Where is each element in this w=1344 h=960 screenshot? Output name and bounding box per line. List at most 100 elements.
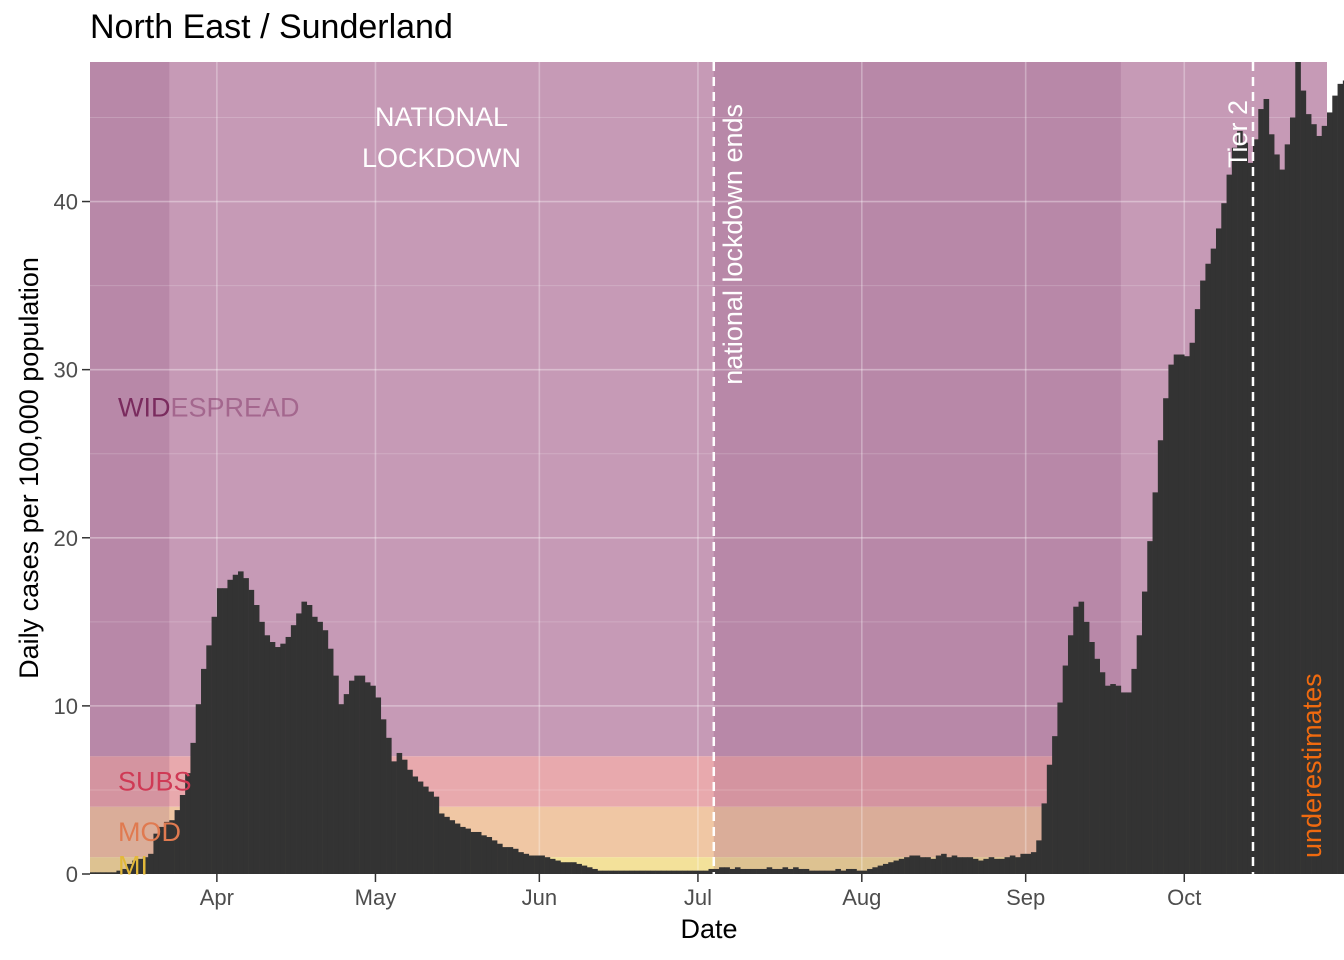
bar — [1110, 684, 1116, 874]
bar — [571, 862, 577, 874]
bar — [1126, 692, 1132, 874]
bar — [195, 704, 202, 874]
bar — [888, 862, 894, 874]
bar — [893, 860, 900, 874]
bar — [1342, 80, 1344, 875]
bar — [111, 872, 117, 874]
bar — [327, 648, 334, 874]
axes: 0 10 20 30 40 Apr May Jun Jul Aug Sep Oct — [54, 190, 1202, 910]
bar — [851, 868, 857, 874]
bar — [930, 858, 937, 874]
bar — [549, 858, 556, 874]
bar — [275, 647, 281, 874]
bar — [460, 826, 466, 874]
bar — [354, 675, 360, 874]
bar — [1332, 95, 1338, 875]
bar — [100, 872, 107, 874]
bar — [1025, 853, 1032, 874]
x-axis-title: Date — [680, 914, 737, 944]
bar — [972, 858, 979, 874]
bar — [1157, 440, 1164, 874]
bar — [904, 857, 910, 874]
bar — [164, 821, 170, 874]
bar — [1289, 117, 1296, 874]
bar — [512, 848, 519, 874]
bar — [1030, 852, 1037, 874]
bar — [544, 857, 551, 874]
bar — [1104, 685, 1111, 874]
bar — [417, 781, 424, 874]
bar — [333, 675, 339, 874]
bar — [1237, 130, 1243, 874]
bar — [1247, 162, 1254, 874]
bar — [555, 860, 561, 874]
bar — [1041, 803, 1048, 874]
bar — [449, 820, 456, 874]
bar — [201, 668, 207, 874]
bar — [724, 867, 730, 874]
bar — [708, 868, 715, 874]
bar — [169, 820, 175, 874]
bar — [1099, 672, 1106, 874]
bar — [306, 605, 313, 874]
bar — [1178, 354, 1185, 874]
bar — [835, 868, 841, 874]
bar — [750, 868, 757, 874]
bar — [438, 813, 445, 874]
bar — [608, 870, 614, 874]
bar — [650, 870, 656, 874]
bar — [946, 857, 952, 874]
bar — [1067, 635, 1074, 874]
bar — [423, 786, 429, 874]
bar — [1327, 112, 1333, 874]
bar — [1094, 658, 1100, 874]
chart-title: North East / Sunderland — [90, 8, 453, 46]
bar — [1141, 591, 1148, 874]
bar — [1083, 621, 1090, 874]
y-tick-label: 40 — [54, 190, 78, 215]
bar — [1316, 135, 1323, 874]
bar — [407, 769, 413, 874]
bar — [127, 863, 133, 874]
band-label-moderate: MOD — [118, 817, 181, 847]
bar — [1295, 62, 1301, 874]
bar — [861, 870, 868, 874]
bar — [1015, 857, 1021, 874]
bar — [666, 870, 672, 874]
bar — [486, 837, 493, 874]
bar — [983, 858, 989, 874]
bar — [227, 579, 234, 874]
bar — [576, 863, 582, 874]
bar — [1200, 280, 1206, 874]
bar — [211, 616, 218, 874]
bar — [528, 855, 535, 874]
bar — [401, 759, 408, 874]
bar — [925, 857, 931, 874]
x-tick-label: Aug — [842, 885, 881, 910]
bar — [338, 704, 345, 874]
bar — [386, 737, 392, 874]
bar — [470, 831, 477, 874]
bar — [502, 847, 508, 874]
bar — [1004, 857, 1011, 874]
bar — [988, 857, 995, 874]
bar — [597, 870, 604, 874]
bar — [248, 589, 255, 874]
bar — [586, 867, 593, 874]
bar — [1078, 601, 1085, 874]
bar — [105, 872, 112, 874]
bar — [1147, 541, 1153, 874]
bar — [867, 868, 873, 874]
bar — [703, 870, 709, 874]
bar — [993, 858, 1000, 874]
bar — [116, 870, 123, 874]
bar — [1252, 139, 1259, 875]
bar — [296, 613, 302, 874]
bar — [613, 870, 619, 874]
bar — [565, 862, 572, 874]
bar — [623, 870, 630, 874]
bar — [343, 694, 350, 874]
bar — [882, 863, 889, 874]
bar — [1184, 356, 1190, 875]
